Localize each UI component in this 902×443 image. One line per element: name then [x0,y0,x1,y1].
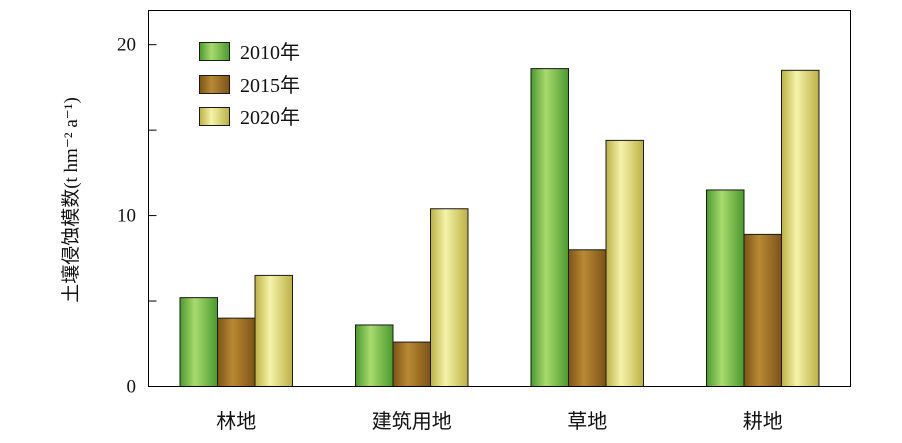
bar [392,341,431,387]
x-tick-label: 建筑用地 [372,410,452,433]
bar [179,297,218,388]
bar [706,189,745,387]
y-tick-label: 0 [127,377,137,398]
y-axis-title: 土壤侵蚀模数(t hm⁻² a⁻¹) [60,97,82,303]
legend-item: 2015年 [199,74,300,97]
x-tick-label: 草地 [567,410,607,433]
bar [217,317,256,388]
bar [743,233,782,387]
bar [605,139,644,387]
bar [530,68,569,388]
bar [568,249,607,387]
y-tick-label: 10 [117,206,136,227]
legend-label: 2015年 [240,74,300,97]
legend-item: 2020年 [199,106,300,129]
bar [355,324,394,387]
legend-swatch [199,75,230,94]
legend-swatch [199,42,230,61]
bar [781,69,820,387]
y-axis: 0 10 20 [117,35,157,398]
plot-frame [148,10,851,387]
x-tick-label: 耕地 [743,410,783,433]
legend: 2010年 2015年 2020年 [199,41,300,129]
legend-swatch [199,107,230,126]
bars-layer [179,68,820,388]
x-tick-label: 林地 [216,410,256,433]
bar [430,208,469,387]
bar [254,274,293,387]
legend-label: 2010年 [240,41,300,64]
legend-label: 2020年 [240,106,300,129]
y-tick-label: 20 [117,35,136,56]
x-axis: 林地 建筑用地 草地 耕地 [216,410,783,433]
legend-item: 2010年 [199,41,300,64]
